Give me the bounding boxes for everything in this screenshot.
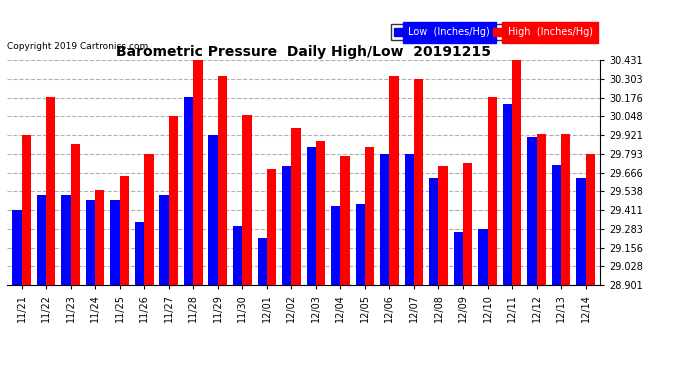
Bar	[282, 166, 291, 285]
Bar	[414, 79, 423, 285]
Bar	[218, 76, 227, 285]
Bar	[21, 135, 31, 285]
Bar	[119, 176, 129, 285]
Bar	[267, 169, 276, 285]
Bar	[135, 222, 144, 285]
Bar	[478, 229, 488, 285]
Bar	[355, 204, 365, 285]
Text: Copyright 2019 Cartronics.com: Copyright 2019 Cartronics.com	[7, 42, 148, 51]
Bar	[159, 195, 169, 285]
Bar	[365, 147, 374, 285]
Legend: Low  (Inches/Hg), High  (Inches/Hg): Low (Inches/Hg), High (Inches/Hg)	[391, 24, 595, 40]
Bar	[233, 226, 242, 285]
Bar	[257, 238, 267, 285]
Bar	[110, 200, 119, 285]
Bar	[527, 136, 537, 285]
Bar	[586, 154, 595, 285]
Bar	[306, 147, 316, 285]
Bar	[291, 128, 301, 285]
Bar	[503, 104, 512, 285]
Bar	[144, 154, 154, 285]
Bar	[537, 134, 546, 285]
Bar	[512, 60, 522, 285]
Bar	[438, 166, 448, 285]
Bar	[340, 156, 350, 285]
Bar	[463, 163, 472, 285]
Bar	[331, 206, 340, 285]
Bar	[169, 116, 178, 285]
Bar	[12, 210, 21, 285]
Bar	[193, 60, 203, 285]
Bar	[61, 195, 70, 285]
Bar	[429, 178, 438, 285]
Title: Barometric Pressure  Daily High/Low  20191215: Barometric Pressure Daily High/Low 20191…	[116, 45, 491, 59]
Bar	[184, 97, 193, 285]
Bar	[316, 141, 325, 285]
Bar	[95, 189, 104, 285]
Bar	[86, 200, 95, 285]
Bar	[380, 154, 389, 285]
Bar	[576, 178, 586, 285]
Bar	[208, 135, 218, 285]
Bar	[389, 76, 399, 285]
Bar	[70, 144, 80, 285]
Bar	[453, 232, 463, 285]
Bar	[404, 154, 414, 285]
Bar	[488, 97, 497, 285]
Bar	[561, 134, 571, 285]
Bar	[37, 195, 46, 285]
Bar	[242, 114, 252, 285]
Bar	[46, 97, 55, 285]
Bar	[552, 165, 561, 285]
